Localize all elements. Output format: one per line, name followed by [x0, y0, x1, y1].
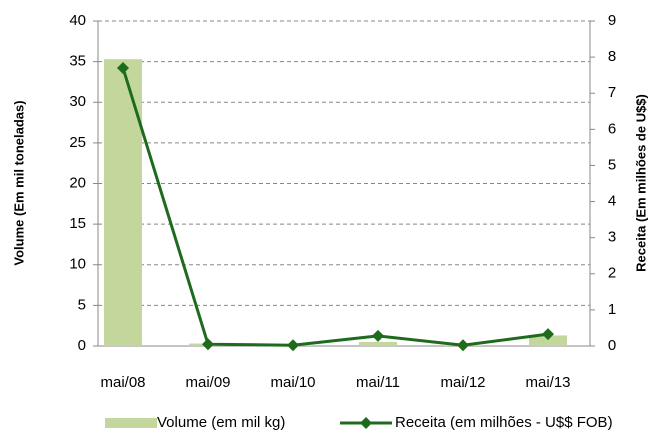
bar	[359, 341, 397, 346]
x-tick-label: mai/09	[185, 374, 230, 391]
marker	[542, 328, 554, 341]
y2-tick-label: 4	[608, 193, 616, 210]
y-tick-label: 25	[69, 134, 86, 151]
y2-axis-label: Receita (Em milhões de U$$)	[633, 94, 648, 272]
marker	[287, 339, 299, 352]
x-tick-label: mai/10	[270, 374, 315, 391]
y2-tick-label: 7	[608, 84, 616, 101]
legend-label: Volume (em mil kg)	[157, 414, 285, 431]
legend-swatch	[105, 418, 157, 428]
y2-tick-label: 8	[608, 48, 616, 65]
marker	[202, 338, 214, 351]
x-tick-label: mai/11	[356, 374, 400, 391]
y2-tick-label: 6	[608, 120, 616, 137]
y-tick-label: 5	[78, 296, 86, 313]
y-tick-label: 20	[69, 174, 86, 191]
bar	[104, 59, 142, 346]
y2-tick-label: 9	[608, 12, 616, 29]
y2-tick-label: 3	[608, 229, 616, 246]
legend-marker	[360, 417, 372, 429]
x-tick-label: mai/12	[440, 374, 485, 391]
marker	[457, 339, 469, 352]
y-tick-label: 30	[69, 93, 86, 110]
bar	[529, 335, 567, 346]
y2-tick-label: 5	[608, 156, 616, 173]
y-axis-label: Volume (Em mil toneladas)	[11, 100, 26, 265]
y-tick-label: 10	[69, 256, 86, 273]
y-tick-label: 15	[69, 215, 86, 232]
y-tick-label: 35	[69, 53, 86, 70]
y-tick-label: 40	[69, 12, 86, 29]
y2-tick-label: 2	[608, 265, 616, 282]
y-tick-label: 0	[78, 337, 86, 354]
marker	[117, 61, 129, 74]
legend-label: Receita (em milhões - U$$ FOB)	[395, 414, 613, 431]
marker	[372, 329, 384, 342]
x-tick-label: mai/08	[100, 374, 145, 391]
x-tick-label: mai/13	[525, 374, 570, 391]
y2-tick-label: 0	[608, 337, 616, 354]
line	[121, 67, 549, 347]
y2-tick-label: 1	[608, 301, 616, 318]
